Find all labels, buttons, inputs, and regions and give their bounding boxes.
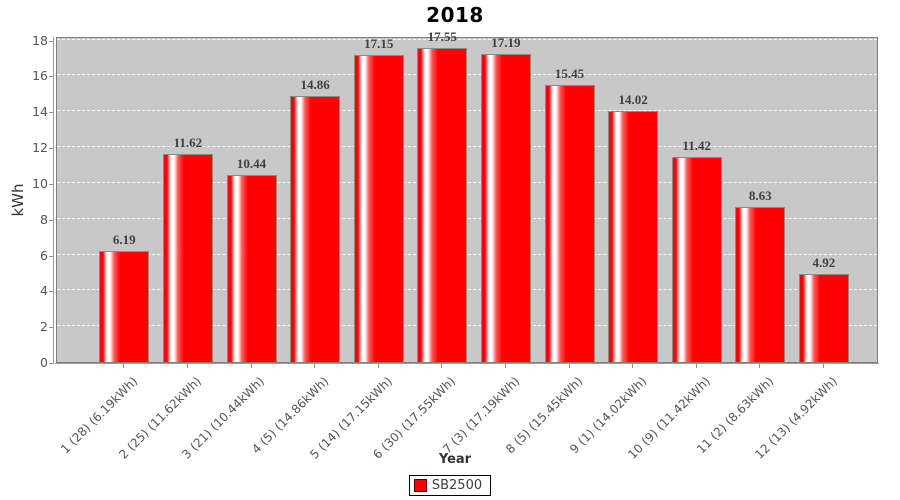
y-tick-label: 6 bbox=[40, 247, 48, 263]
y-tick-mark bbox=[49, 183, 53, 185]
bar bbox=[608, 110, 659, 362]
x-tick-mark bbox=[441, 364, 443, 368]
plot-area: 6.19 11.62 10.44 14.86 17.15 17.55 17.19 15.45 1… bbox=[56, 29, 878, 363]
x-axis-title: Year bbox=[438, 452, 472, 467]
bar bbox=[735, 207, 786, 362]
bar-value-label: 17.19 bbox=[491, 35, 521, 51]
y-tick-mark bbox=[49, 255, 53, 257]
x-tick-mark bbox=[250, 364, 252, 368]
x-tick-mark bbox=[632, 364, 634, 368]
legend-swatch-icon bbox=[413, 479, 427, 492]
legend-series-label: SB2500 bbox=[431, 478, 483, 493]
bar bbox=[544, 85, 595, 362]
bar bbox=[290, 95, 341, 362]
legend: SB2500 bbox=[0, 475, 900, 496]
bar bbox=[417, 47, 468, 362]
y-tick-label: 0 bbox=[40, 355, 48, 370]
y-tick-label: 8 bbox=[40, 211, 48, 227]
bar bbox=[798, 273, 849, 362]
y-tick-mark bbox=[49, 148, 53, 150]
bar bbox=[162, 153, 213, 362]
bar-value-label: 14.86 bbox=[300, 76, 330, 92]
bar-value-label: 4.92 bbox=[812, 254, 836, 270]
x-tick-mark bbox=[123, 364, 125, 368]
x-tick-mark bbox=[186, 364, 188, 368]
bar bbox=[353, 54, 404, 362]
y-tick-mark bbox=[49, 40, 53, 42]
x-tick-mark bbox=[314, 364, 316, 368]
x-tick-mark bbox=[695, 364, 697, 368]
y-tick-label: 16 bbox=[32, 68, 48, 84]
gridline bbox=[57, 38, 877, 40]
bar-value-label: 8.63 bbox=[748, 188, 772, 204]
y-tick-mark bbox=[49, 76, 53, 78]
y-tick-mark bbox=[49, 363, 53, 364]
y-tick-label: 18 bbox=[32, 32, 48, 48]
bar-value-label: 14.02 bbox=[618, 91, 648, 107]
bar-value-label: 17.55 bbox=[427, 28, 457, 44]
bar-value-label: 17.15 bbox=[364, 35, 394, 51]
y-axis-line bbox=[53, 37, 54, 364]
bar-value-label: 11.42 bbox=[682, 138, 711, 154]
x-tick-mark bbox=[822, 364, 824, 368]
bar-value-label: 11.62 bbox=[173, 134, 203, 150]
y-tick-mark bbox=[49, 291, 53, 293]
x-tick-mark bbox=[504, 364, 506, 368]
bar bbox=[480, 54, 531, 362]
bar bbox=[226, 175, 277, 362]
y-tick-label: 2 bbox=[40, 319, 48, 335]
y-tick-mark bbox=[49, 112, 53, 114]
legend-box: SB2500 bbox=[408, 475, 492, 496]
y-tick-label: 4 bbox=[40, 283, 48, 299]
x-tick-mark bbox=[568, 364, 570, 368]
bar bbox=[99, 251, 150, 362]
x-axis-line bbox=[55, 363, 879, 364]
bar-value-label: 6.19 bbox=[112, 232, 136, 248]
bar-value-label: 10.44 bbox=[236, 156, 267, 171]
y-tick-mark bbox=[49, 327, 53, 329]
x-tick-mark bbox=[759, 364, 761, 368]
bar bbox=[671, 157, 722, 362]
x-tick-mark bbox=[377, 364, 379, 368]
y-tick-mark bbox=[49, 219, 53, 221]
y-tick-label: 14 bbox=[32, 104, 48, 120]
y-tick-label: 12 bbox=[32, 140, 48, 156]
chart-title: 2018 bbox=[426, 3, 484, 27]
y-tick-label: 10 bbox=[32, 175, 48, 191]
bar-value-label: 15.45 bbox=[554, 66, 585, 82]
